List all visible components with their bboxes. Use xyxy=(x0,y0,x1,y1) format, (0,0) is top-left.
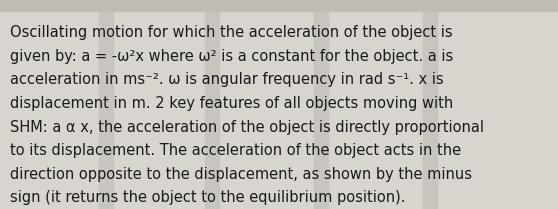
Text: direction opposite to the displacement, as shown by the minus: direction opposite to the displacement, … xyxy=(10,167,472,182)
Bar xyxy=(205,0,219,209)
Text: displacement in m. 2 key features of all objects moving with: displacement in m. 2 key features of all… xyxy=(10,96,453,111)
Text: Oscillating motion for which the acceleration of the object is: Oscillating motion for which the acceler… xyxy=(10,25,453,40)
Text: to its displacement. The acceleration of the object acts in the: to its displacement. The acceleration of… xyxy=(10,143,461,158)
Text: given by: a = -ω²x where ω² is a constant for the object. a is: given by: a = -ω²x where ω² is a constan… xyxy=(10,49,453,64)
Bar xyxy=(423,0,437,209)
Text: acceleration in ms⁻². ω is angular frequency in rad s⁻¹. x is: acceleration in ms⁻². ω is angular frequ… xyxy=(10,72,444,87)
Bar xyxy=(99,0,113,209)
Bar xyxy=(0,0,558,11)
Text: SHM: a α x, the acceleration of the object is directly proportional: SHM: a α x, the acceleration of the obje… xyxy=(10,120,484,135)
Text: sign (it returns the object to the equilibrium position).: sign (it returns the object to the equil… xyxy=(10,190,406,205)
Bar xyxy=(314,0,328,209)
